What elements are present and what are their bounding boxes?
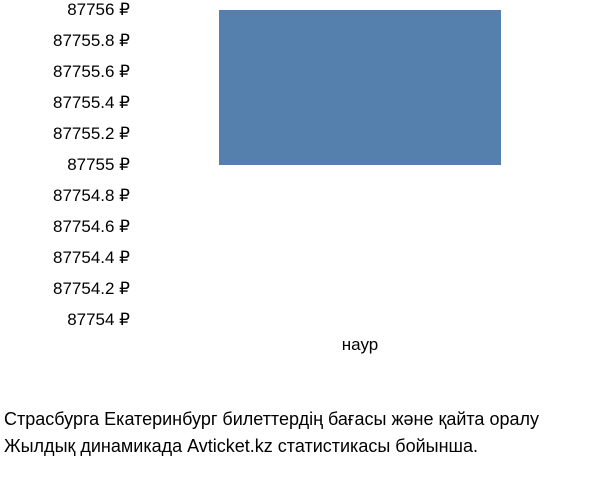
y-tick-label: 87754.2 ₽: [0, 279, 130, 299]
bar: [219, 10, 501, 165]
description-line-2: Жылдық динамикада Avticket.kz статистика…: [4, 433, 596, 460]
plot-area: [140, 10, 580, 320]
chart-description: Страсбурга Екатеринбург билеттердің баға…: [0, 406, 600, 460]
y-tick-label: 87754.6 ₽: [0, 217, 130, 237]
y-tick-label: 87755.8 ₽: [0, 31, 130, 51]
y-axis: 87756 ₽87755.8 ₽87755.6 ₽87755.4 ₽87755.…: [0, 10, 130, 320]
y-tick-label: 87755.2 ₽: [0, 124, 130, 144]
description-line-1: Страсбурга Екатеринбург билеттердің баға…: [4, 406, 596, 433]
y-tick-label: 87755 ₽: [0, 155, 130, 175]
y-tick-label: 87755.4 ₽: [0, 93, 130, 113]
y-tick-label: 87754.8 ₽: [0, 186, 130, 206]
y-tick-label: 87754.4 ₽: [0, 248, 130, 268]
y-tick-label: 87754 ₽: [0, 310, 130, 330]
y-tick-label: 87755.6 ₽: [0, 62, 130, 82]
chart-container: 87756 ₽ 87755.8 ₽ 87755.6 ₽ 87755.4 ₽ 87755.…: [0, 0, 600, 380]
x-tick-label: наур: [342, 335, 378, 355]
y-tick-label: 87756 ₽: [0, 0, 130, 20]
